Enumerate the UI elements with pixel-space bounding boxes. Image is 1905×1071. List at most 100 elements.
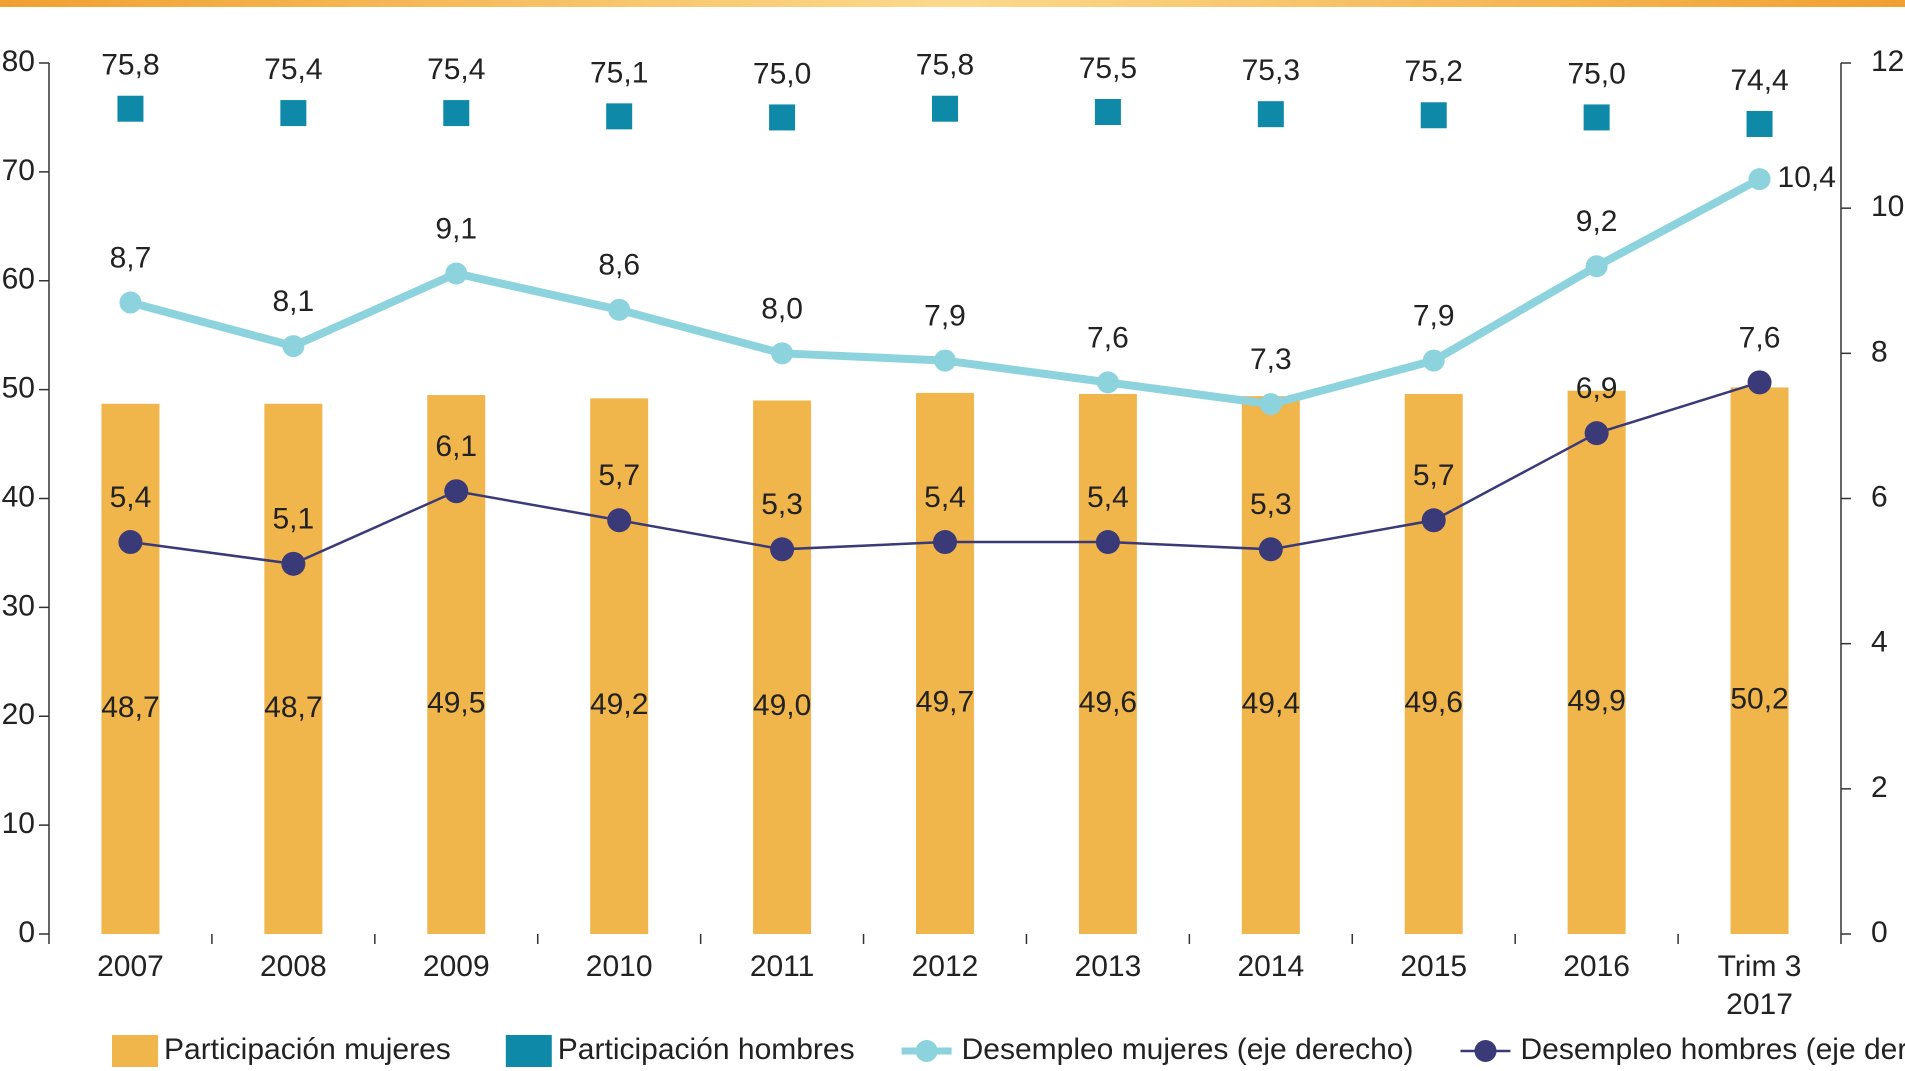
line-point [608,298,631,321]
point-label: 9,1 [435,212,477,245]
x-tick-label: 2009 [422,950,490,983]
line-point [771,342,794,365]
bar-label: 49,7 [916,685,974,718]
point-label: 75,8 [101,49,159,82]
point-label: 7,6 [1739,321,1781,354]
x-tick-label: 2008 [259,950,327,983]
y2-tick-label: 10 [1871,190,1904,223]
bar-label: 49,4 [1242,687,1300,720]
line-point [1095,530,1120,555]
line-point [282,335,305,358]
bar [1078,393,1137,935]
legend-marker [1474,1040,1497,1062]
bar [1404,393,1463,935]
square-marker [1094,98,1121,125]
line-point [933,530,957,555]
bar [101,403,160,934]
line-point [934,349,956,372]
line-point [1748,168,1771,191]
legend-label: Desempleo hombres (eje derecho) [1520,1033,1905,1066]
point-label: 75,0 [1567,57,1625,90]
y2-tick-label: 4 [1871,626,1888,659]
bar [1730,387,1789,934]
bar [1567,390,1626,934]
line-point [1259,393,1282,416]
line-point [118,530,143,555]
line-point [1096,371,1119,394]
point-label: 75,8 [916,49,974,82]
line-point [119,291,142,314]
point-label: 5,7 [598,459,640,492]
y-tick-label: 70 [2,154,35,187]
x-tick-label: 2012 [911,950,979,983]
point-label: 75,1 [590,56,648,89]
bar-label: 49,2 [590,688,648,721]
bar-label: 48,7 [101,691,159,724]
bar-label: 50,2 [1730,683,1788,716]
bar [427,395,486,935]
point-label: 9,2 [1576,205,1618,238]
legend-label: Desempleo mujeres (eje derecho) [962,1033,1414,1066]
point-label: 10,4 [1778,161,1836,194]
x-tick-label: 2016 [1563,950,1630,983]
point-label: 75,4 [264,53,322,86]
square-marker [443,100,470,127]
line-point [607,508,632,533]
point-label: 7,9 [924,300,966,333]
line-point [1422,349,1445,372]
y-tick-label: 30 [2,589,35,622]
point-label: 7,6 [1087,321,1129,354]
point-label: 5,4 [110,481,152,514]
y-tick-label: 20 [2,698,35,731]
bar [916,392,974,934]
point-label: 75,5 [1079,52,1137,85]
square-marker [606,103,633,130]
square-marker [1257,101,1284,128]
bar-label: 48,7 [264,691,322,724]
square-marker [280,100,307,127]
point-label: 75,4 [427,53,485,86]
line-point [1584,421,1609,446]
point-label: 5,4 [924,481,966,514]
x-tick-label: 2011 [749,950,815,983]
point-label: 6,9 [1576,372,1618,405]
point-label: 5,3 [1250,488,1292,521]
x-tick-label: 2013 [1074,950,1142,983]
point-label: 7,9 [1413,300,1455,333]
x-tick-label: 2014 [1237,950,1305,983]
bar-label: 49,6 [1405,686,1463,719]
point-label: 6,1 [435,430,477,463]
line-point [445,262,468,285]
square-marker [769,104,796,131]
point-label: 75,0 [753,57,811,90]
square-marker [1583,104,1610,131]
legend-label: Participación hombres [558,1033,855,1066]
bar-label: 49,9 [1567,684,1625,717]
y2-tick-label: 12 [1871,45,1904,78]
line-point [1421,508,1446,533]
point-label: 8,6 [598,249,640,282]
square-marker [117,95,144,122]
bar [1241,396,1300,935]
y2-tick-label: 0 [1871,916,1888,949]
line-point [444,479,469,504]
point-label: 5,3 [761,488,803,521]
y-tick-label: 40 [2,480,35,513]
bar-label: 49,0 [753,689,811,722]
point-label: 8,0 [761,292,803,325]
y-tick-label: 10 [2,807,35,840]
point-label: 5,4 [1087,481,1129,514]
bar-label: 49,6 [1079,686,1137,719]
point-label: 75,3 [1242,54,1300,87]
line-point [1747,370,1772,395]
point-label: 74,4 [1730,64,1788,97]
x-tick-label: 2015 [1400,950,1468,983]
legend-marker [505,1035,552,1067]
x-tick-label: 2007 [97,950,164,983]
point-label: 8,1 [273,285,315,318]
point-label: 7,3 [1250,343,1292,376]
x-tick-label: 2010 [585,950,653,983]
y-tick-label: 0 [18,916,35,949]
